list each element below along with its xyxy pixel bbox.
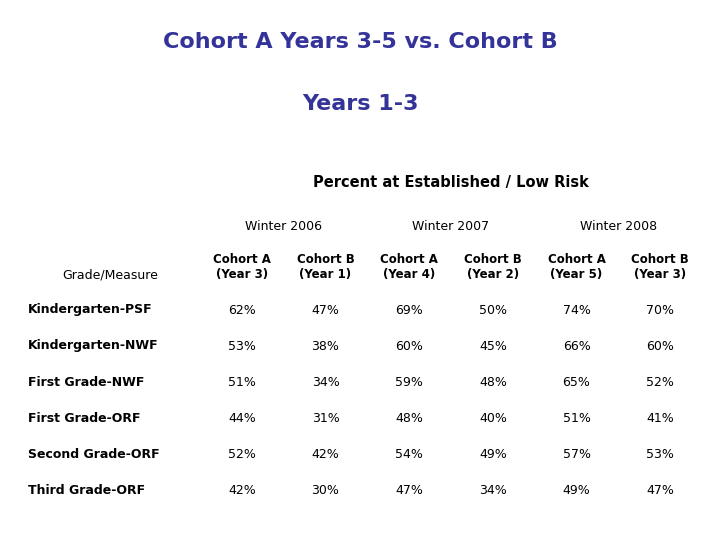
- Text: Cohort B
(Year 3): Cohort B (Year 3): [631, 253, 689, 281]
- Text: Winter 2006: Winter 2006: [246, 219, 322, 233]
- Text: Winter 2008: Winter 2008: [580, 219, 657, 233]
- Text: Percent at Established / Low Risk: Percent at Established / Low Risk: [313, 175, 589, 190]
- Text: Kindergarten-PSF: Kindergarten-PSF: [28, 303, 153, 316]
- Text: 44%: 44%: [228, 411, 256, 424]
- Text: 38%: 38%: [312, 340, 339, 353]
- Text: 53%: 53%: [647, 448, 674, 461]
- Text: First Grade-NWF: First Grade-NWF: [28, 375, 145, 388]
- Text: 69%: 69%: [395, 303, 423, 316]
- Text: 48%: 48%: [479, 375, 507, 388]
- Text: Cohort A
(Year 3): Cohort A (Year 3): [213, 253, 271, 281]
- Text: 57%: 57%: [562, 448, 590, 461]
- Text: 45%: 45%: [479, 340, 507, 353]
- Text: 48%: 48%: [395, 411, 423, 424]
- Text: 47%: 47%: [647, 483, 674, 496]
- Text: 74%: 74%: [562, 303, 590, 316]
- Text: 41%: 41%: [647, 411, 674, 424]
- Text: 60%: 60%: [647, 340, 674, 353]
- Text: 53%: 53%: [228, 340, 256, 353]
- Text: Years 1-3: Years 1-3: [302, 94, 418, 114]
- Text: 49%: 49%: [562, 483, 590, 496]
- Text: Cohort A
(Year 5): Cohort A (Year 5): [548, 253, 606, 281]
- Text: Third Grade-ORF: Third Grade-ORF: [28, 483, 145, 496]
- Text: 66%: 66%: [562, 340, 590, 353]
- Text: 34%: 34%: [312, 375, 339, 388]
- Text: 60%: 60%: [395, 340, 423, 353]
- Text: 30%: 30%: [312, 483, 339, 496]
- Text: 49%: 49%: [479, 448, 507, 461]
- Text: 54%: 54%: [395, 448, 423, 461]
- Text: Cohort A
(Year 4): Cohort A (Year 4): [380, 253, 438, 281]
- Text: Kindergarten-NWF: Kindergarten-NWF: [28, 340, 158, 353]
- Text: 51%: 51%: [228, 375, 256, 388]
- Text: First Grade-ORF: First Grade-ORF: [28, 411, 140, 424]
- Text: 42%: 42%: [228, 483, 256, 496]
- Text: 62%: 62%: [228, 303, 256, 316]
- Text: 65%: 65%: [562, 375, 590, 388]
- Text: Cohort B
(Year 1): Cohort B (Year 1): [297, 253, 354, 281]
- Text: 70%: 70%: [646, 303, 674, 316]
- Text: 52%: 52%: [228, 448, 256, 461]
- Text: Cohort A Years 3-5 vs. Cohort B: Cohort A Years 3-5 vs. Cohort B: [163, 32, 557, 52]
- Text: Second Grade-ORF: Second Grade-ORF: [28, 448, 160, 461]
- Text: 51%: 51%: [562, 411, 590, 424]
- Text: 42%: 42%: [312, 448, 339, 461]
- Text: 52%: 52%: [647, 375, 674, 388]
- Text: Winter 2007: Winter 2007: [413, 219, 490, 233]
- Text: Cohort B
(Year 2): Cohort B (Year 2): [464, 253, 522, 281]
- Text: 34%: 34%: [479, 483, 507, 496]
- Text: 50%: 50%: [479, 303, 507, 316]
- Text: 31%: 31%: [312, 411, 339, 424]
- Text: 47%: 47%: [312, 303, 339, 316]
- Text: 40%: 40%: [479, 411, 507, 424]
- Text: 59%: 59%: [395, 375, 423, 388]
- Text: 47%: 47%: [395, 483, 423, 496]
- Text: Grade/Measure: Grade/Measure: [62, 268, 158, 281]
